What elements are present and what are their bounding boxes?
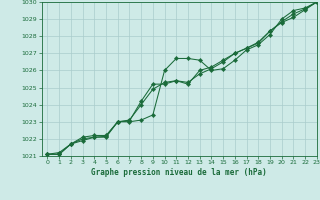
X-axis label: Graphe pression niveau de la mer (hPa): Graphe pression niveau de la mer (hPa) xyxy=(91,168,267,177)
